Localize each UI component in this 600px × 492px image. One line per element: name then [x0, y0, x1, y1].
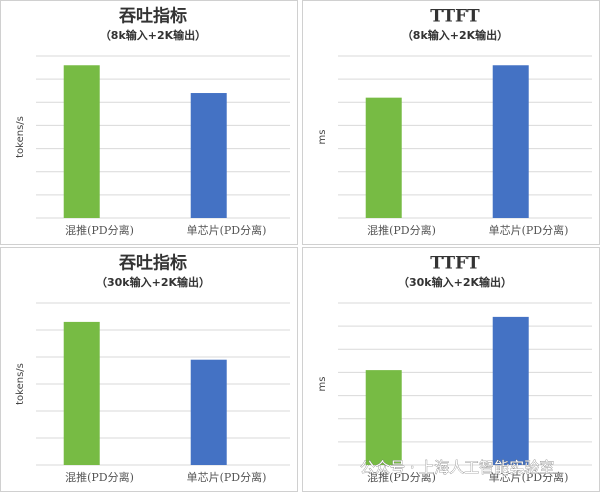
y-axis-label: tokens/s [15, 363, 26, 405]
x-tick-label: 单芯片(PD分离) [187, 223, 267, 237]
x-tick-label: 单芯片(PD分离) [489, 223, 569, 237]
x-tick-label: 单芯片(PD分离) [187, 470, 267, 484]
chart-subtitle: （8k输入+2K输出） [100, 28, 206, 42]
x-tick-label: 混推(PD分离) [65, 470, 134, 484]
chart-panel: 吞吐指标（8k输入+2K输出） tokens/s 混推(PD分离) 单芯片(PD分离) [0, 0, 298, 245]
x-tick-label: 混推(PD分离) [367, 223, 436, 237]
y-axis-label: ms [317, 377, 328, 392]
chart-subtitle: （30k输入+2K输出） [398, 275, 512, 289]
y-axis-label: tokens/s [15, 116, 26, 158]
x-tick-label: 单芯片(PD分离) [489, 470, 569, 484]
chart-title: 吞吐指标 [119, 6, 187, 27]
panel-frame [0, 247, 298, 492]
x-tick-label: 混推(PD分离) [367, 470, 436, 484]
chart-subtitle: （30k输入+2K输出） [96, 275, 210, 289]
x-tick-label: 混推(PD分离) [65, 223, 134, 237]
panel-frame [0, 0, 298, 245]
chart-panel: TTFT（30k输入+2K输出） ms 混推(PD分离) 单芯片(PD分离) [302, 247, 600, 492]
chart-subtitle: （8k输入+2K输出） [402, 28, 508, 42]
panel-frame [302, 0, 600, 245]
watermark: 公众号 · 上海人工智能实验室 [360, 459, 554, 477]
bar [365, 97, 402, 218]
bar [63, 65, 100, 218]
chart-panel: 吞吐指标（30k输入+2K输出） tokens/s 混推(PD分离) 单芯片(PD分离… [0, 247, 298, 492]
bar [492, 65, 529, 218]
panel-frame [302, 247, 600, 492]
y-axis-label: ms [317, 130, 328, 145]
bar [190, 359, 227, 465]
bar [190, 93, 227, 218]
bar [492, 316, 529, 465]
chart-title: TTFT [430, 7, 480, 27]
chart-panel: TTFT（8k输入+2K输出） ms 混推(PD分离) 单芯片(PD分离) [302, 0, 600, 245]
bar [365, 370, 402, 465]
chart-title: 吞吐指标 [119, 253, 187, 274]
chart-title: TTFT [430, 254, 480, 274]
bar [63, 321, 100, 465]
